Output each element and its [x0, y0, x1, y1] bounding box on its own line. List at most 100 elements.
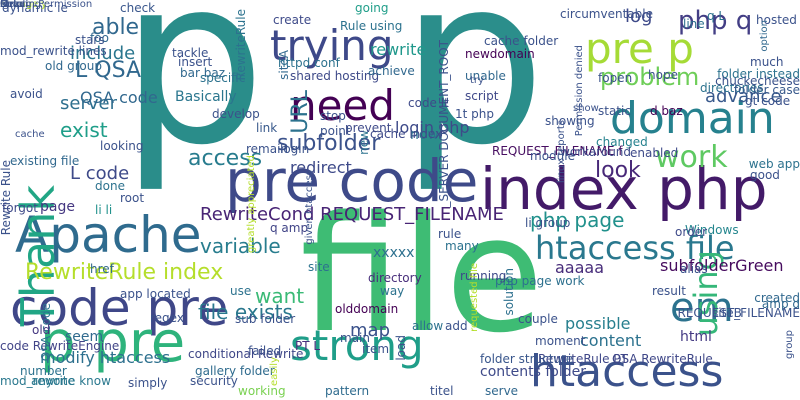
word-cloud-term: create — [273, 14, 311, 26]
word-cloud-term: 1t php — [455, 108, 494, 120]
word-cloud-term: greatly appreciated — [247, 155, 257, 253]
word-cloud-term: anyone know — [31, 375, 111, 387]
word-cloud-term: exist — [60, 120, 108, 140]
word-cloud-term: check — [120, 2, 155, 14]
word-cloud-term: moment — [535, 335, 585, 347]
word-cloud-term: allow — [412, 320, 443, 332]
word-cloud-term: li li — [95, 204, 112, 216]
word-cloud-term: add — [445, 320, 468, 332]
word-cloud-term: running — [460, 270, 506, 282]
word-cloud-term: Rewrite Rule — [0, 160, 12, 235]
word-cloud-term: pattern — [325, 385, 369, 397]
word-cloud-term: rule — [438, 228, 461, 240]
word-cloud-term: newdomain — [465, 48, 535, 60]
word-cloud-term: given htaccess — [305, 170, 315, 245]
word-cloud-term: RewriteRule index — [25, 262, 223, 284]
word-cloud-term: forgot — [2, 202, 38, 214]
word-cloud-term: option — [760, 20, 770, 52]
word-cloud-term: serve — [485, 385, 518, 397]
word-cloud-term: prevent — [345, 122, 391, 134]
word-cloud-term: going — [355, 2, 389, 14]
word-cloud-term: old — [32, 324, 50, 336]
word-cloud-term: q amp — [270, 222, 308, 234]
word-cloud-term: httpd conf — [278, 57, 340, 69]
word-cloud-term: stream Permission — [0, 0, 92, 10]
word-cloud-term: html — [680, 330, 712, 344]
word-cloud-term: many — [445, 240, 479, 252]
word-cloud-term: app located — [120, 288, 191, 300]
word-cloud-term: much — [750, 56, 784, 68]
word-cloud-term: hope — [648, 69, 678, 81]
word-cloud-term: achieve — [368, 65, 415, 77]
word-cloud-term: way — [380, 285, 404, 297]
word-cloud-term: shared hosting — [290, 70, 379, 82]
word-cloud-term: rewrite — [370, 42, 426, 58]
word-cloud-term: remain — [246, 143, 288, 155]
word-cloud-term: code RewriteEngine — [0, 340, 119, 352]
word-cloud-term: simply — [128, 377, 167, 389]
word-cloud-term: content — [580, 333, 641, 349]
word-cloud-term: old group — [45, 60, 102, 72]
word-cloud-term: possible — [565, 316, 631, 332]
word-cloud-term: siteB — [712, 307, 742, 319]
word-cloud-term: li group — [525, 217, 570, 229]
word-cloud-term: URL — [290, 90, 312, 134]
word-cloud-term: existing file — [10, 155, 79, 167]
word-cloud-term: RewriteRule — [235, 9, 247, 80]
word-cloud-term: couple — [518, 313, 558, 325]
word-cloud-term: done — [95, 180, 125, 192]
word-cloud-term: look — [595, 160, 641, 182]
word-cloud-term: easily — [270, 357, 280, 386]
word-cloud-term: olddomain — [335, 303, 398, 315]
word-cloud-term: cache — [15, 130, 45, 140]
word-cloud-term: cache folder — [484, 35, 558, 47]
word-cloud-term: stop — [320, 110, 346, 122]
word-cloud-term: variable — [200, 236, 281, 256]
word-cloud-term: folder structure — [480, 353, 573, 365]
word-cloud-term: security — [190, 375, 238, 387]
word-cloud-term: failed — [248, 345, 281, 357]
word-cloud-term: regex — [150, 312, 184, 324]
word-cloud-term: Rule using — [340, 20, 402, 32]
word-cloud-term: PT L — [295, 340, 320, 352]
word-cloud-term: working — [238, 385, 286, 397]
word-cloud-term: Basically — [175, 90, 237, 104]
word-cloud-term: load — [395, 335, 407, 361]
word-cloud-term: directory — [368, 272, 422, 284]
word-cloud-term: avoid — [10, 88, 43, 100]
word-cloud-term: redirect — [290, 160, 352, 176]
word-cloud-term: code lt — [408, 97, 449, 109]
word-cloud-term: use — [230, 285, 251, 297]
word-cloud-term: module — [530, 150, 575, 162]
word-cloud-term: chuckecheese — [715, 75, 800, 87]
word-cloud-term: mod_rewrite lines — [0, 45, 107, 57]
word-cloud-term: try — [470, 76, 484, 86]
word-cloud-term: gt code — [745, 95, 790, 107]
word-cloud-term: site — [308, 261, 330, 273]
word-cloud-term: line — [683, 18, 705, 30]
word-cloud-term: QSA code — [80, 90, 158, 106]
word-cloud-term: enabled — [630, 147, 678, 159]
word-cloud-term: page — [40, 200, 75, 214]
word-cloud-term: Permission denied — [575, 45, 585, 136]
word-cloud-term: d baz — [650, 105, 683, 117]
word-cloud-term: titel — [430, 385, 453, 397]
word-cloud-term: xxxxx — [373, 246, 414, 260]
word-cloud-term: looking — [100, 140, 144, 152]
word-cloud-term: order — [675, 226, 707, 238]
word-cloud-term: item — [362, 343, 389, 355]
word-cloud-term: alias — [680, 263, 708, 275]
word-cloud-term: showing — [545, 115, 595, 127]
word-cloud-term: static — [598, 105, 631, 117]
word-cloud-term: QSA RewriteRule — [612, 353, 713, 365]
word-cloud-term: q L — [707, 10, 725, 22]
word-cloud-term: conditional Rewrite — [188, 348, 303, 360]
word-cloud-term: circumventable — [560, 8, 653, 20]
word-cloud-term: contents folder — [480, 365, 586, 379]
word-cloud-term: script — [465, 90, 498, 102]
word-cloud-term: result — [652, 285, 686, 297]
word-cloud-term: subfolderGreen — [660, 258, 784, 274]
word-cloud-term: _SERVER DOCUMENT_ROOT — [438, 40, 450, 207]
word-cloud-term: root — [120, 192, 144, 204]
